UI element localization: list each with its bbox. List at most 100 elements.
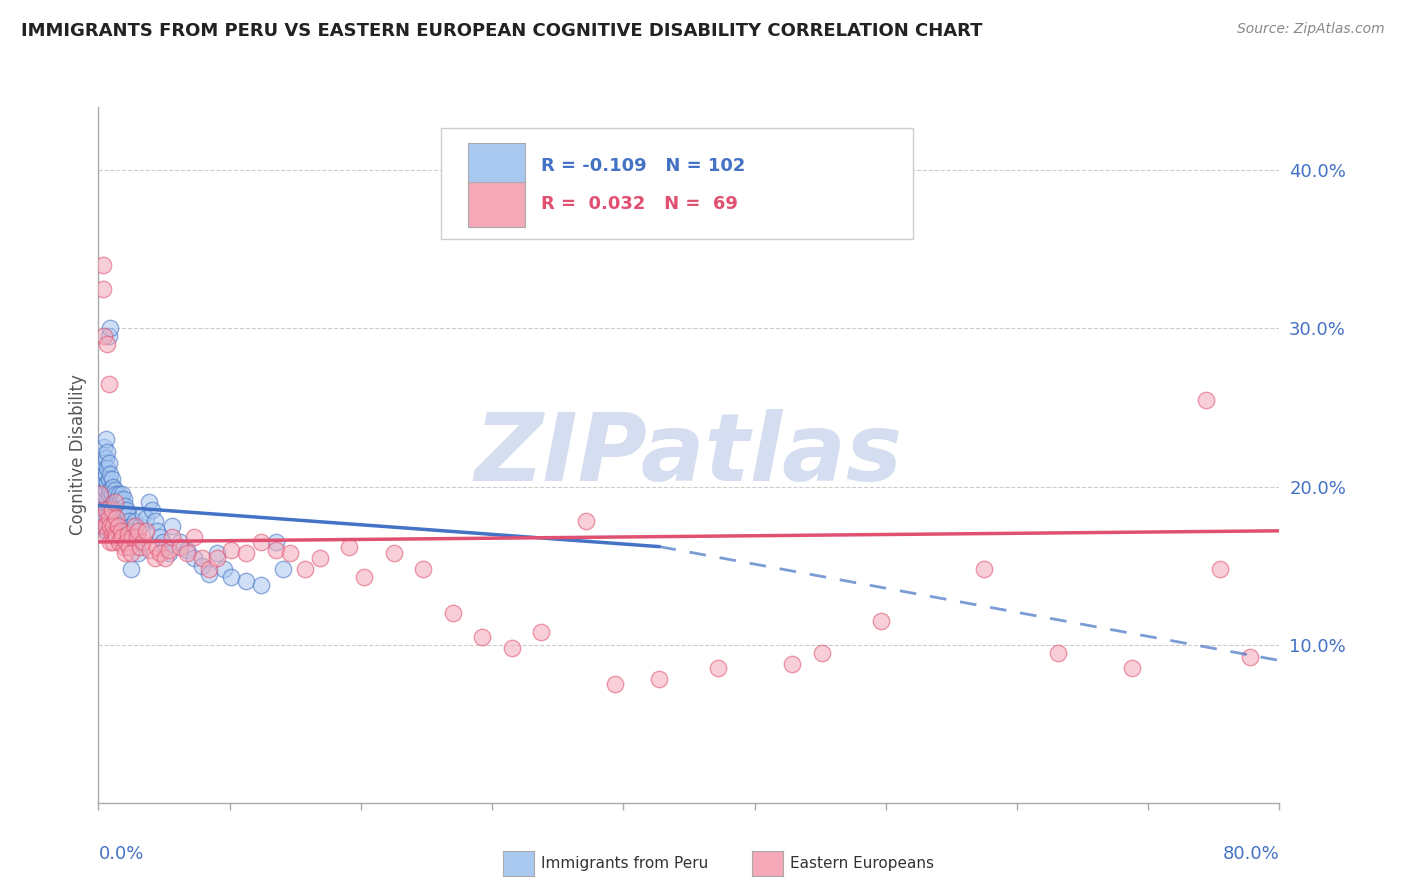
Point (103, 519, 125, 533)
Point (114, 499, 136, 513)
Point (309, 550, 332, 565)
Point (501, 640, 523, 655)
Point (707, 661, 730, 675)
Point (96, 527, 118, 541)
Point (104, 483, 127, 497)
Point (118, 514, 141, 528)
Point (114, 546, 136, 560)
Point (149, 530, 172, 544)
Point (157, 546, 180, 560)
Point (93, 456, 115, 470)
Point (198, 562, 221, 576)
Point (91, 479, 114, 493)
Text: Eastern Europeans: Eastern Europeans (790, 856, 934, 871)
Point (120, 519, 142, 533)
Point (103, 479, 125, 493)
Point (110, 524, 132, 538)
Point (98, 499, 121, 513)
Point (198, 566, 221, 581)
Point (115, 503, 138, 517)
Point (250, 577, 273, 591)
Point (122, 530, 145, 544)
Point (117, 524, 139, 538)
Text: ZIPatlas: ZIPatlas (475, 409, 903, 501)
Point (105, 503, 128, 517)
Point (117, 527, 139, 541)
Point (94, 499, 117, 513)
Point (103, 527, 125, 541)
Point (191, 550, 214, 565)
Point (93, 440, 115, 454)
Point (94, 483, 117, 497)
Point (412, 562, 434, 576)
Point (235, 574, 257, 589)
Point (105, 519, 128, 533)
Point (110, 508, 132, 522)
Point (93, 329, 115, 343)
Point (108, 534, 131, 549)
Point (93, 503, 115, 517)
Point (143, 514, 166, 528)
Point (94, 519, 117, 533)
Point (605, 677, 627, 691)
Point (124, 534, 146, 549)
Point (205, 546, 228, 560)
Point (124, 514, 146, 528)
Point (89, 487, 111, 501)
Point (574, 514, 596, 528)
Point (212, 562, 235, 576)
Point (183, 550, 205, 565)
Point (117, 508, 139, 522)
Point (100, 519, 122, 533)
Point (93, 472, 115, 486)
Point (100, 503, 122, 517)
Point (141, 503, 163, 517)
Point (153, 550, 176, 565)
Point (91, 495, 114, 509)
Point (1046, 646, 1069, 660)
Point (125, 540, 148, 554)
Point (90, 495, 112, 509)
Point (90, 479, 112, 493)
Point (91, 511, 114, 525)
Point (162, 530, 183, 544)
Point (108, 503, 131, 517)
Point (94, 514, 117, 528)
Point (264, 534, 287, 549)
Point (135, 524, 157, 538)
Point (97, 376, 120, 391)
Point (121, 530, 143, 544)
Point (271, 562, 294, 576)
Point (94, 467, 117, 481)
Point (183, 530, 205, 544)
Point (1239, 650, 1261, 665)
Point (149, 546, 172, 560)
Point (127, 524, 149, 538)
Point (162, 519, 183, 533)
Point (97, 329, 120, 343)
Text: 80.0%: 80.0% (1223, 845, 1279, 863)
Point (353, 570, 375, 584)
Text: R = -0.109   N = 102: R = -0.109 N = 102 (541, 157, 745, 175)
Point (146, 540, 169, 554)
Point (100, 527, 122, 541)
Point (100, 487, 122, 501)
Point (112, 540, 135, 554)
Point (98, 514, 121, 528)
Point (105, 530, 128, 544)
Point (146, 524, 169, 538)
Point (111, 503, 134, 517)
Point (205, 550, 228, 565)
Point (441, 606, 464, 620)
Point (264, 542, 287, 557)
Point (120, 546, 142, 560)
Point (90, 511, 112, 525)
Point (176, 542, 198, 557)
Point (110, 492, 132, 507)
Point (93, 519, 115, 533)
Point (107, 519, 129, 533)
Point (125, 530, 148, 544)
Point (810, 646, 832, 660)
FancyBboxPatch shape (468, 182, 524, 227)
Point (103, 511, 125, 525)
